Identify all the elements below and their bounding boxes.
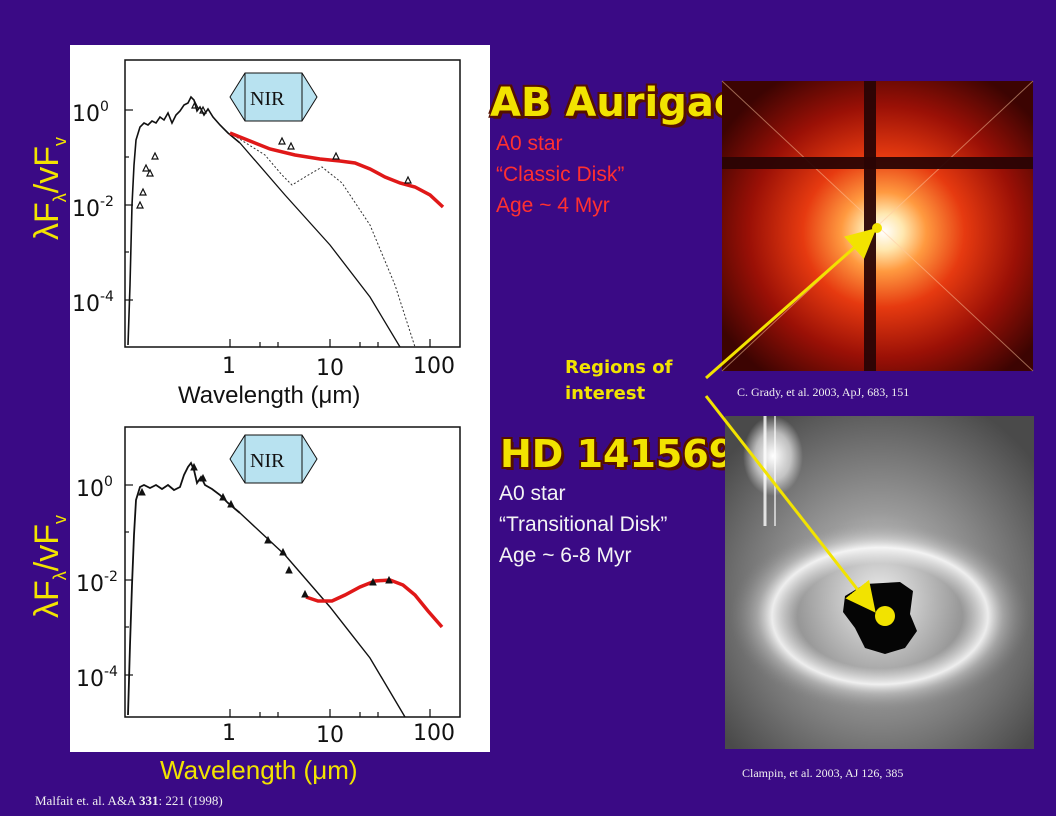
bottom-xtick-0: 1	[222, 721, 236, 746]
top-sed-plot: 100 10-2 10-4 1 10 100 NIR	[72, 59, 461, 381]
bottom-sed-plot: 100 10-2 10-4 1 10 100 NIR	[76, 426, 461, 748]
hd-region-dot	[875, 606, 895, 626]
bottom-ytick-0: 100	[76, 474, 113, 502]
top-ytick-1: 10-2	[72, 194, 114, 222]
bottom-ytick-2: 10-4	[76, 664, 118, 692]
bottom-xlabel: Wavelength (μm)	[160, 755, 358, 785]
hd141569-image	[725, 416, 1034, 749]
ab-aurigae-line-0: A0 star	[496, 132, 563, 155]
ab-aurigae-info: A0 star “Classic Disk” Age ~ 4 Myr	[496, 128, 624, 221]
top-dotted-model-a	[229, 132, 416, 348]
bottom-photosphere-spectrum	[127, 461, 241, 716]
hd141569-line-0: A0 star	[499, 482, 566, 505]
bottom-xtick-2: 100	[413, 721, 455, 746]
hd141569-line-2: Age ~ 6-8 Myr	[499, 544, 632, 567]
top-xtick-1: 10	[316, 356, 344, 381]
ab-aurigae-image	[721, 80, 1034, 372]
top-plot-frame	[124, 59, 461, 348]
ab-occulting-bar-vertical	[864, 81, 876, 371]
malfait-credit: Malfait et. al. A&A 331: 221 (1998)	[35, 793, 223, 808]
arrow-to-hd141569	[704, 395, 876, 613]
hd141569-title: HD 141569	[500, 432, 736, 476]
hd141569-line-1: “Transitional Disk”	[499, 513, 668, 536]
hd141569-info: A0 star “Transitional Disk” Age ~ 6-8 My…	[499, 478, 667, 571]
top-xlabel: Wavelength (μm)	[178, 382, 361, 409]
hd141569-credit: Clampin, et al. 2003, AJ 126, 385	[742, 766, 904, 780]
top-ytick-0: 100	[72, 99, 109, 127]
top-data-points	[136, 100, 412, 209]
bottom-nir-label: NIR	[250, 450, 285, 472]
ab-occulting-bar-horizontal	[722, 157, 1033, 169]
bottom-ytick-1: 10-2	[76, 569, 118, 597]
top-red-model	[229, 131, 445, 209]
bottom-red-model	[305, 578, 444, 629]
sed-panel-background	[70, 45, 490, 752]
bottom-data-points	[138, 462, 393, 598]
ab-aurigae-line-1: “Classic Disk”	[496, 163, 625, 186]
ab-aurigae-line-2: Age ~ 4 Myr	[496, 194, 610, 217]
top-xtick-2: 100	[413, 354, 455, 379]
ab-aurigae-title: AB Aurigae	[490, 80, 741, 126]
arrow-to-ab-aurigae	[705, 228, 877, 380]
bottom-nir-arrow: NIR	[229, 434, 318, 484]
top-nir-label: NIR	[250, 88, 285, 110]
ab-aurigae-credit: C. Grady, et al. 2003, ApJ, 683, 151	[737, 385, 910, 399]
regions-of-interest-label: Regions of interest	[565, 357, 673, 404]
top-xtick-0: 1	[222, 354, 236, 379]
top-nir-arrow: NIR	[229, 72, 318, 122]
top-photosphere-tail	[239, 142, 401, 348]
bottom-plot-frame	[124, 426, 461, 718]
top-ytick-2: 10-4	[72, 289, 114, 317]
bottom-xtick-1: 10	[316, 723, 344, 748]
